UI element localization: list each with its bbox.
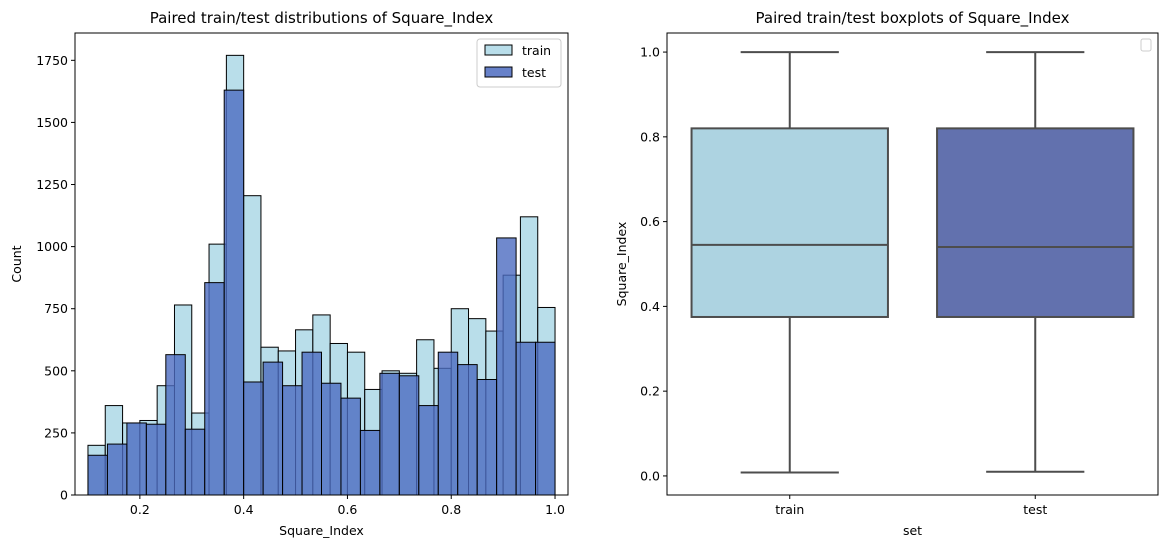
histogram-bar-test — [457, 364, 478, 496]
histogram-title: Paired train/test distributions of Squar… — [150, 9, 494, 28]
histogram-y-tick-label: 1500 — [36, 115, 68, 130]
histogram-bar-test — [437, 351, 459, 496]
histogram-bar-test — [243, 381, 264, 496]
boxplot-box-train — [690, 127, 889, 318]
legend-test-label: test — [522, 65, 546, 80]
histogram-y-tick-label: 1000 — [36, 239, 68, 254]
boxplot-y-tick-label: 0.8 — [640, 129, 660, 144]
histogram-x-tick-label: 0.8 — [441, 502, 461, 517]
histogram-bar-test — [184, 428, 206, 496]
histogram-x-tick-label: 0.2 — [130, 502, 150, 517]
boxplot-x-tick-label: test — [1023, 502, 1047, 517]
histogram-bar-test — [165, 354, 186, 496]
histogram-x-tick-label: 1.0 — [545, 502, 565, 517]
histogram-x-tick-label: 0.6 — [338, 502, 358, 517]
histogram-bar-test — [359, 429, 381, 496]
histogram-bar-test — [301, 351, 323, 496]
histogram-x-tick-label: 0.4 — [234, 502, 254, 517]
histogram-bar-test — [496, 237, 517, 496]
histogram-legend: train test — [476, 38, 562, 88]
histogram-bar-test — [145, 423, 167, 496]
histogram-bar-test — [223, 89, 245, 496]
boxplot-x-ticks: train test — [775, 495, 1047, 517]
histogram-y-label: Count — [9, 245, 24, 282]
histogram-bar-test — [262, 361, 284, 496]
boxplot-empty-legend — [1140, 38, 1152, 52]
histogram-bar-test — [87, 454, 108, 496]
histogram-bar-test — [321, 382, 342, 496]
histogram-bar-test — [126, 422, 147, 496]
histogram-bar-test — [398, 375, 420, 496]
boxplot-panel: Paired train/test boxplots of Square_Ind… — [614, 9, 1159, 538]
boxplot-y-tick-label: 0.2 — [640, 384, 660, 399]
histogram-y-tick-label: 1750 — [36, 53, 68, 68]
histogram-bar-test — [340, 397, 361, 496]
histogram-bar-test — [282, 385, 303, 496]
boxplot-y-label: Square_Index — [614, 222, 629, 307]
boxplot-y-tick-label: 0.0 — [640, 468, 660, 483]
boxplot-title: Paired train/test boxplots of Square_Ind… — [756, 9, 1070, 28]
boxplot-y-tick-label: 1.0 — [640, 45, 660, 60]
histogram-bar-test — [379, 372, 400, 496]
histogram-y-tick-label: 250 — [44, 425, 68, 440]
boxplot-x-label: set — [903, 523, 922, 538]
boxplot-marks — [690, 51, 1135, 474]
boxplot-y-tick-label: 0.6 — [640, 214, 660, 229]
legend-train-label: train — [522, 43, 551, 58]
boxplot-y-ticks: 0.0 0.2 0.4 0.6 0.8 1.0 — [640, 45, 667, 483]
legend-test-swatch — [484, 66, 513, 78]
histogram-x-ticks: 0.2 0.4 0.6 0.8 1.0 — [130, 495, 565, 517]
boxplot-y-tick-label: 0.4 — [640, 299, 660, 314]
histogram-y-tick-label: 750 — [44, 301, 68, 316]
histogram-bar-test — [418, 405, 439, 496]
histogram-bar-test — [535, 341, 556, 496]
histogram-y-tick-label: 1250 — [36, 177, 68, 192]
histogram-bar-test — [515, 341, 537, 496]
boxplot-axes-frame — [666, 32, 1159, 496]
histogram-panel: Paired train/test distributions of Squar… — [9, 9, 569, 538]
boxplot-x-tick-label: train — [775, 502, 804, 517]
histogram-y-ticks: 0 250 500 750 1000 1250 1500 1750 — [36, 53, 75, 503]
histogram-y-tick-label: 500 — [44, 363, 68, 378]
histogram-axes-frame — [74, 32, 569, 496]
histogram-bar-test — [106, 443, 128, 496]
histogram-bar-test — [204, 282, 225, 496]
histogram-bar-test — [476, 379, 498, 496]
boxplot-box-test — [936, 127, 1135, 318]
histogram-x-label: Square_Index — [279, 523, 364, 538]
histogram-y-tick-label: 0 — [60, 488, 68, 503]
legend-train-swatch — [484, 44, 513, 56]
